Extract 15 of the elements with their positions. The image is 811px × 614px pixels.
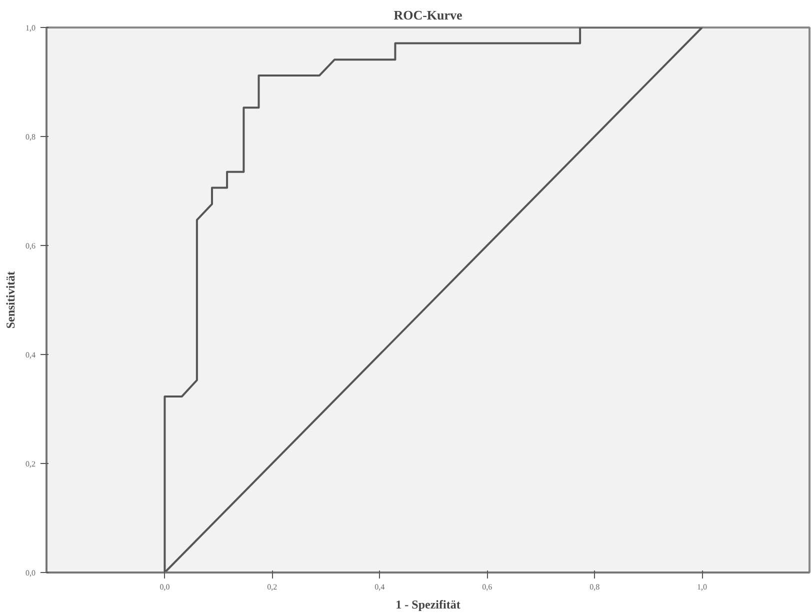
y-tick-label: 0,0 [26,568,36,578]
x-axis-title: 1 - Spezifität [396,598,460,612]
x-tick-label: 0,8 [590,582,600,592]
x-tick-label: 0,0 [160,582,170,592]
y-tick-label: 1,0 [26,24,36,32]
x-tick-label: 1,0 [697,582,708,592]
x-tick-label: 0,6 [482,582,492,592]
y-tick-label: 0,6 [26,242,36,250]
y-tick-label: 0,2 [26,460,36,468]
chart-title: ROC-Kurve [394,8,463,22]
x-tick-label: 0,4 [374,582,385,592]
y-axis-title: Sensitivität [4,271,18,329]
y-tick-label: 0,4 [26,350,36,360]
y-tick-label: 0,8 [26,132,36,142]
x-tick-label: 0,2 [267,582,278,592]
